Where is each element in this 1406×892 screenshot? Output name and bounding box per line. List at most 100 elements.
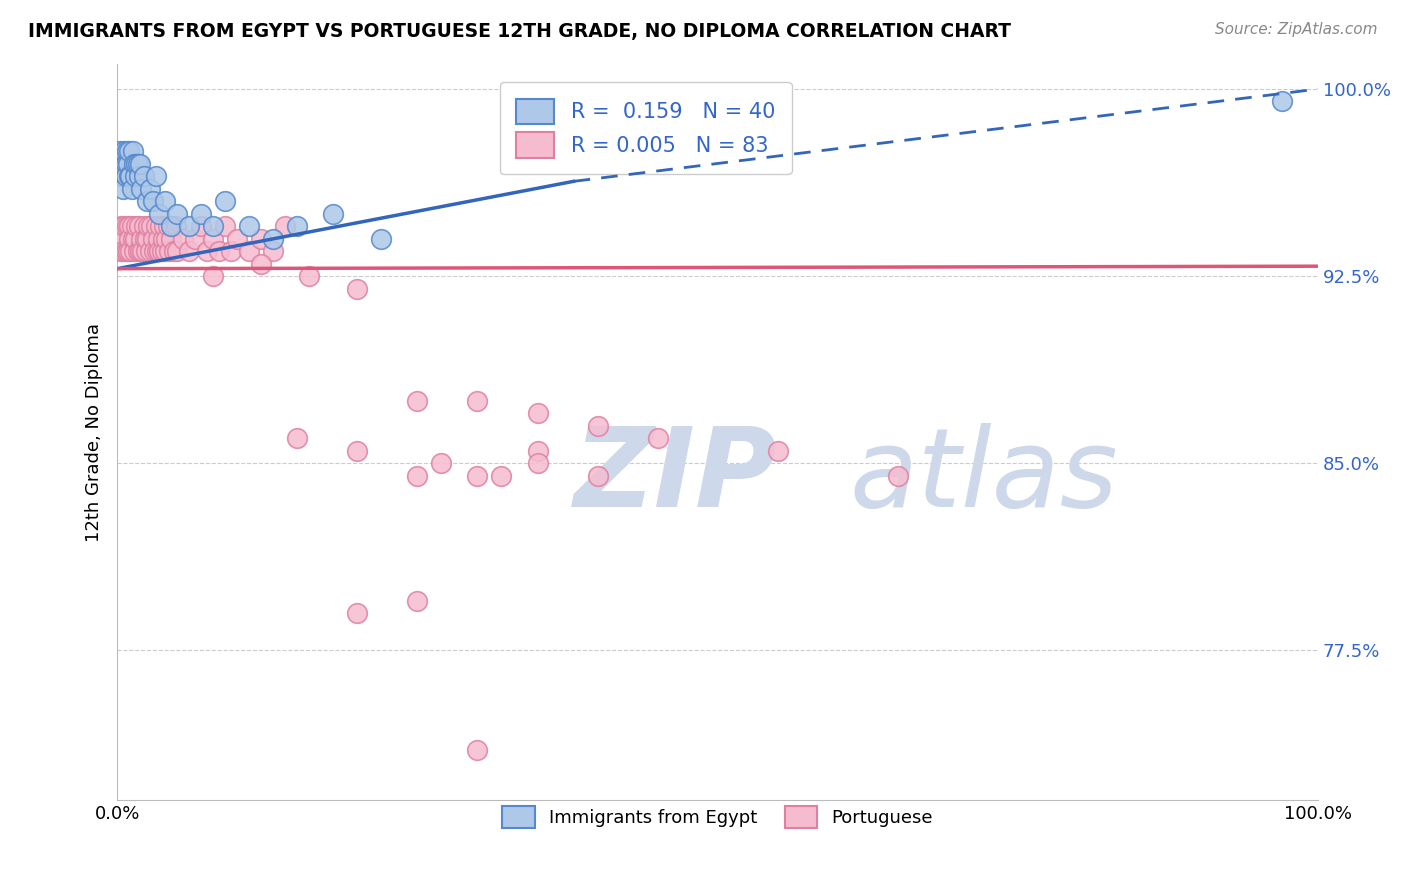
Point (157, 244, 180, 259)
Point (111, 232, 134, 246)
Point (127, 157, 149, 171)
Legend: Immigrants from Egypt, Portuguese: Immigrants from Egypt, Portuguese (495, 799, 941, 836)
Point (125, 219, 148, 234)
Point (114, 157, 136, 171)
Point (129, 244, 152, 259)
Point (139, 219, 162, 234)
Point (134, 232, 156, 246)
Point (162, 244, 184, 259)
Text: IMMIGRANTS FROM EGYPT VS PORTUGUESE 12TH GRADE, NO DIPLOMA CORRELATION CHART: IMMIGRANTS FROM EGYPT VS PORTUGUESE 12TH… (28, 22, 1011, 41)
Point (346, 443, 368, 458)
Point (132, 219, 155, 234)
Point (128, 169, 150, 184)
Point (491, 468, 513, 483)
Point (114, 244, 136, 259)
Point (129, 232, 152, 246)
Point (145, 169, 167, 184)
Point (108, 145, 131, 159)
Point (115, 219, 138, 234)
Point (155, 232, 177, 246)
Point (110, 169, 132, 184)
Point (153, 219, 176, 234)
Point (238, 219, 260, 234)
Point (165, 219, 187, 234)
Point (115, 145, 138, 159)
Point (148, 244, 170, 259)
Point (262, 244, 284, 259)
Point (155, 244, 177, 259)
Point (208, 244, 231, 259)
Point (148, 207, 170, 221)
Point (160, 219, 183, 234)
Point (467, 743, 489, 757)
Point (586, 418, 609, 433)
Text: atlas: atlas (849, 423, 1118, 530)
Point (122, 244, 145, 259)
Point (138, 219, 160, 234)
Point (121, 219, 143, 234)
Point (152, 232, 174, 246)
Point (121, 145, 143, 159)
Point (467, 393, 489, 408)
Point (120, 169, 142, 184)
Point (226, 232, 249, 246)
Point (172, 232, 194, 246)
Point (118, 232, 141, 246)
Point (120, 244, 142, 259)
Point (195, 244, 218, 259)
Point (179, 219, 201, 234)
Point (190, 207, 212, 221)
Point (370, 232, 392, 246)
Point (430, 456, 453, 470)
Point (129, 157, 152, 171)
Point (526, 456, 548, 470)
Point (214, 219, 236, 234)
Point (586, 468, 609, 483)
Point (110, 219, 132, 234)
Point (131, 244, 153, 259)
Point (122, 157, 145, 171)
Point (166, 244, 188, 259)
Point (112, 145, 135, 159)
Point (138, 182, 160, 196)
Point (124, 169, 146, 184)
Point (285, 219, 308, 234)
Point (156, 219, 179, 234)
Point (346, 282, 368, 296)
Point (274, 219, 297, 234)
Point (124, 232, 146, 246)
Point (647, 431, 669, 445)
Point (202, 232, 225, 246)
Point (406, 593, 429, 607)
Point (118, 169, 141, 184)
Point (127, 244, 149, 259)
Point (160, 232, 183, 246)
Point (285, 431, 308, 445)
Point (155, 194, 177, 209)
Point (121, 232, 143, 246)
Point (129, 182, 152, 196)
Point (111, 157, 134, 171)
Point (250, 232, 273, 246)
Point (202, 219, 225, 234)
Point (526, 406, 548, 420)
Point (128, 219, 150, 234)
Point (887, 468, 910, 483)
Point (238, 244, 260, 259)
Point (149, 219, 172, 234)
Point (179, 244, 201, 259)
Point (112, 244, 135, 259)
Point (121, 182, 143, 196)
Point (118, 219, 141, 234)
Point (146, 232, 169, 246)
Point (135, 244, 157, 259)
Point (108, 244, 131, 259)
Point (202, 269, 225, 284)
Point (118, 145, 141, 159)
Point (322, 207, 344, 221)
Point (125, 157, 148, 171)
Point (1271, 95, 1294, 109)
Point (766, 443, 789, 458)
Point (406, 393, 429, 408)
Point (117, 157, 139, 171)
